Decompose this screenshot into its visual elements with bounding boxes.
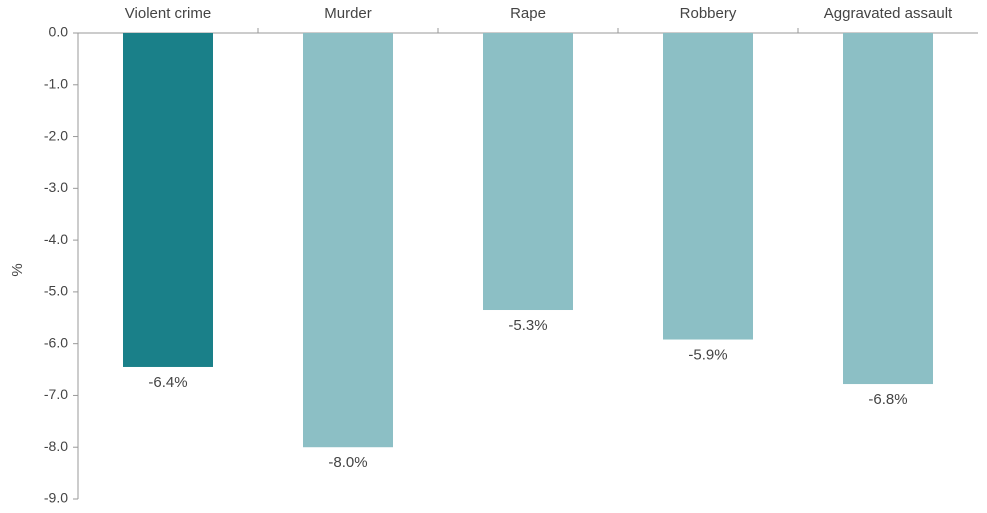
data-label: -6.4% [148, 374, 187, 391]
y-axis: 0.0 -1.0 -2.0 -3.0 -4.0 -5.0 -6.0 -7.0 -8.0 -9.0 [44, 24, 79, 506]
y-tick-label: -7.0 [44, 386, 68, 402]
bar [303, 33, 393, 448]
y-tick-label: -9.0 [44, 490, 68, 506]
category-label: Robbery [680, 5, 737, 22]
bar [123, 33, 213, 367]
bar [663, 33, 753, 340]
category-label: Murder [324, 5, 372, 22]
category-label: Violent crime [125, 5, 211, 22]
data-label: -5.3% [508, 317, 547, 334]
data-label: -5.9% [688, 347, 727, 364]
y-tick-label: -3.0 [44, 179, 68, 195]
y-tick-label: -8.0 [44, 438, 68, 454]
y-tick-label: -4.0 [44, 231, 68, 247]
y-tick-label: -5.0 [44, 283, 68, 299]
bars [123, 33, 933, 448]
y-tick-label: -2.0 [44, 127, 68, 143]
y-tick-label: -1.0 [44, 75, 68, 91]
category-label: Rape [510, 5, 546, 22]
bar [843, 33, 933, 385]
bar [483, 33, 573, 311]
y-tick-label: -6.0 [44, 334, 68, 350]
y-tick-label: 0.0 [49, 24, 69, 40]
data-labels: -6.4% -8.0% -5.3% -5.9% -6.8% [148, 317, 907, 471]
x-axis: Violent crime Murder Rape Robbery Aggravated… [78, 5, 978, 34]
y-axis-label: % [9, 263, 26, 276]
category-label: Aggravated assault [824, 5, 953, 22]
data-label: -8.0% [328, 454, 367, 471]
data-label: -6.8% [868, 391, 907, 408]
